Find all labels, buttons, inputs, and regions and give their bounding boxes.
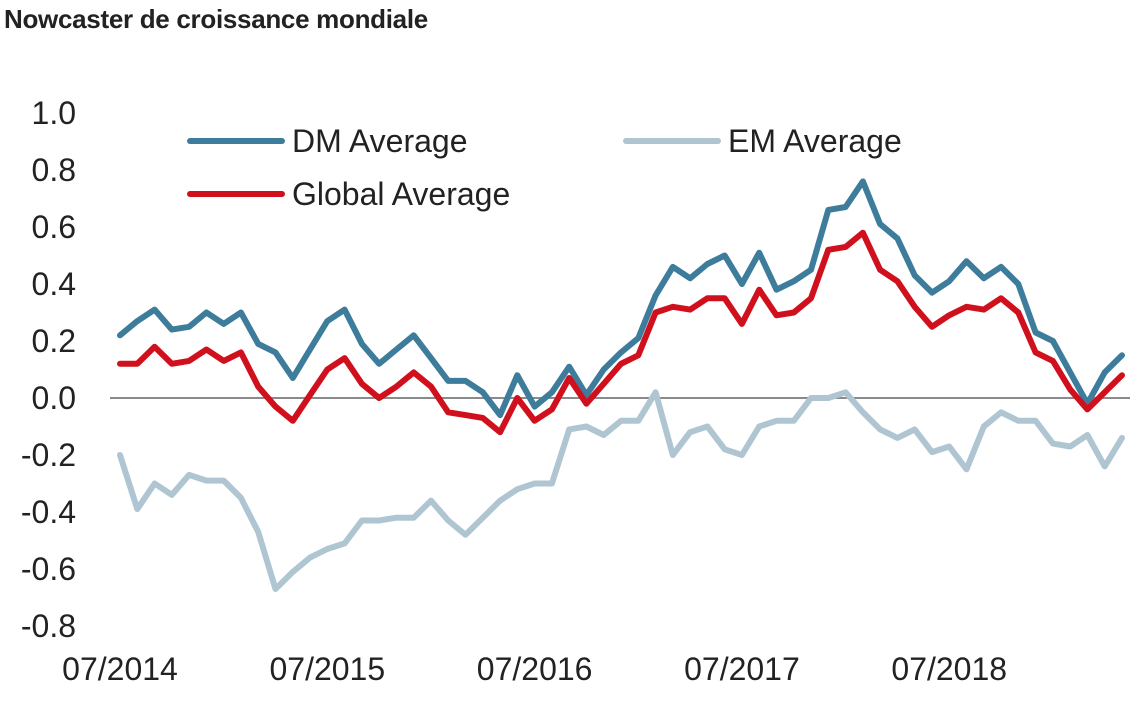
y-tick-label: -0.8 — [21, 608, 76, 644]
legend-label-dm-average: DM Average — [292, 123, 468, 159]
y-tick-label: -0.2 — [21, 437, 76, 473]
series-line-em-average — [117, 389, 1125, 592]
series-layer — [117, 178, 1125, 592]
y-tick-label: -0.4 — [21, 494, 76, 530]
x-tick-label: 07/2017 — [684, 651, 800, 687]
y-tick-label: 0.8 — [32, 152, 76, 188]
y-tick-label: 1.0 — [32, 95, 76, 131]
x-tick-label: 07/2016 — [477, 651, 593, 687]
x-tick-label: 07/2014 — [62, 651, 178, 687]
axes-layer: 1.0 0.8 0.6 0.4 0.2 0.0 -0.2 -0.4 -0.6 -0.8 07/201… — [21, 95, 1130, 687]
legend-label-em-average: EM Average — [728, 123, 902, 159]
y-tick-label: 0.2 — [32, 323, 76, 359]
y-tick-label: 0.6 — [32, 209, 76, 245]
legend-label-global-average: Global Average — [292, 176, 510, 212]
series-line-dm-average — [117, 178, 1125, 419]
y-tick-label: 0.0 — [32, 380, 76, 416]
page-title: Nowcaster de croissance mondiale — [4, 4, 428, 34]
y-tick-label: 0.4 — [32, 266, 76, 302]
x-tick-label: 07/2018 — [891, 651, 1007, 687]
x-tick-label: 07/2015 — [269, 651, 385, 687]
legend: DM Average EM Average Global Average — [187, 123, 902, 212]
y-tick-label: -0.6 — [21, 551, 76, 587]
series-line-global-average — [117, 229, 1125, 436]
